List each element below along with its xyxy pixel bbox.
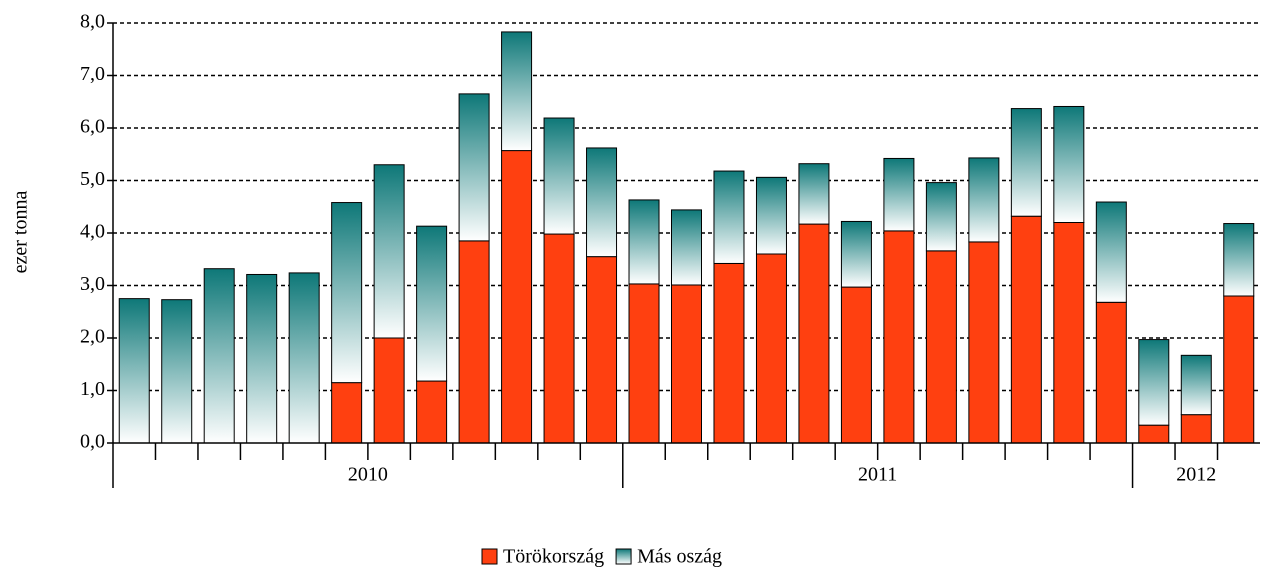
bar-segment xyxy=(288,272,320,444)
bar-segment xyxy=(925,182,957,252)
bar-segment xyxy=(883,157,915,232)
bar-segment xyxy=(840,220,872,288)
bar-segment xyxy=(1053,222,1085,444)
bar-segment xyxy=(1138,339,1170,426)
bar-segment xyxy=(798,223,830,444)
legend-swatch xyxy=(615,548,632,565)
year-label: 2010 xyxy=(348,464,388,486)
bar-segment xyxy=(798,163,830,225)
bar-segment xyxy=(671,209,702,286)
bar-segment xyxy=(1180,354,1212,416)
bar-segment xyxy=(373,337,405,444)
bar-segment xyxy=(840,286,872,444)
bar-segment xyxy=(1095,201,1127,303)
y-tick-label: 8,0 xyxy=(80,11,105,33)
bar-segment xyxy=(586,256,618,444)
bar-segment xyxy=(713,170,745,264)
bar-segment xyxy=(246,273,278,444)
bar-segment xyxy=(331,202,363,384)
bar-segment xyxy=(1095,301,1127,444)
bar-segment xyxy=(161,299,193,444)
y-tick-label: 3,0 xyxy=(80,273,105,295)
bar-segment xyxy=(331,382,363,444)
bar-segment xyxy=(416,380,448,444)
bar-segment xyxy=(458,93,490,242)
legend-swatch xyxy=(481,548,498,565)
bar-segment xyxy=(1138,424,1170,444)
y-tick-label: 6,0 xyxy=(80,116,105,138)
year-label: 2012 xyxy=(1176,464,1216,486)
bar-segment xyxy=(628,199,660,285)
bar-segment xyxy=(373,164,405,339)
bar-segment xyxy=(501,31,533,152)
bar-segment xyxy=(755,253,787,444)
year-label: 2011 xyxy=(858,464,897,486)
bar-segment xyxy=(586,147,618,258)
y-tick-label: 2,0 xyxy=(80,326,105,348)
y-tick-label: 1,0 xyxy=(80,378,105,400)
bar-segment xyxy=(1223,295,1255,444)
bar-segment xyxy=(458,240,490,444)
y-tick-label: 5,0 xyxy=(80,168,105,190)
bar-segment xyxy=(543,233,575,444)
y-tick-label: 4,0 xyxy=(80,221,105,243)
bar-segment xyxy=(1053,105,1085,223)
bar-segment xyxy=(501,150,533,444)
bar-segment xyxy=(1180,414,1212,444)
bar-segment xyxy=(968,241,1000,444)
bar-segment xyxy=(968,157,1000,243)
bar-segment xyxy=(713,262,745,444)
legend-label: Más oszág xyxy=(637,546,722,568)
bar-segment xyxy=(671,284,702,444)
bar-segment xyxy=(925,250,957,444)
bar-segment xyxy=(883,230,915,444)
legend-label: Törökország xyxy=(503,546,604,568)
bar-segment xyxy=(118,298,150,444)
y-axis-label: ezer tonna xyxy=(10,191,32,274)
bar-segment xyxy=(1223,223,1255,297)
bar-segment xyxy=(755,176,787,255)
y-tick-label: 0,0 xyxy=(80,431,105,453)
y-tick-label: 7,0 xyxy=(80,63,105,85)
bar-segment xyxy=(416,225,448,382)
bar-segment xyxy=(1010,108,1042,217)
bar-segment xyxy=(543,117,575,235)
bar-segment xyxy=(1010,215,1042,444)
bar-segment xyxy=(203,268,235,444)
bar-segment xyxy=(628,283,660,444)
